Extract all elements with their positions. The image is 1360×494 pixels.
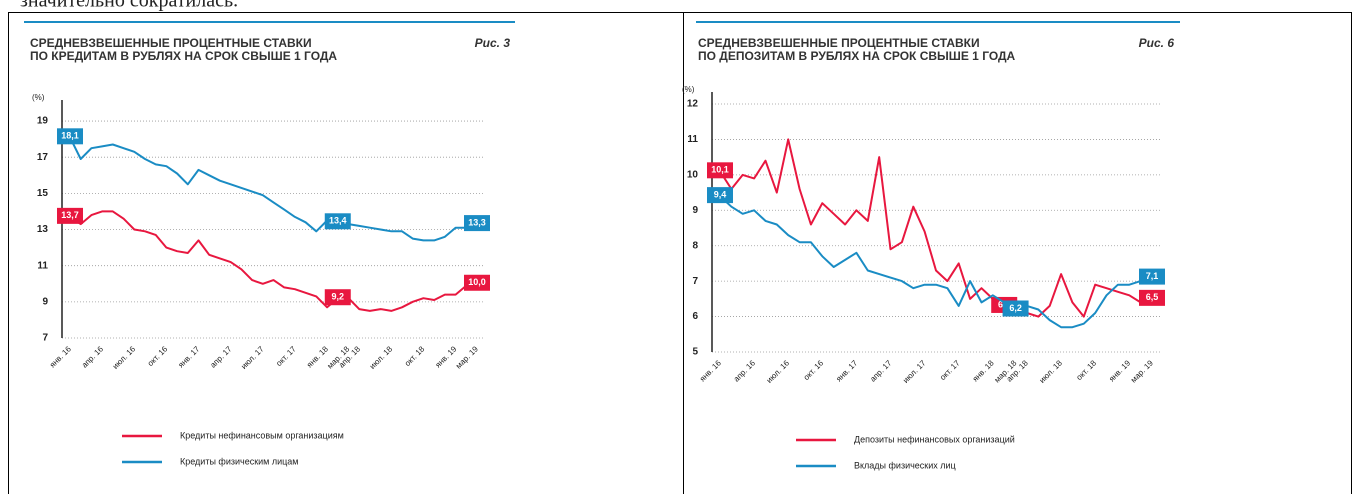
x-tick-label: окт. 16	[146, 344, 170, 368]
x-tick-label: янв. 16	[48, 344, 73, 369]
x-tick-label: окт. 16	[802, 358, 826, 382]
y-tick-label: 19	[37, 116, 49, 127]
value-label-box	[324, 213, 351, 230]
x-tick-label: апр. 16	[80, 344, 106, 370]
y-tick-label: 12	[687, 99, 699, 110]
y-axis-label: (%)	[32, 93, 45, 102]
y-tick-label: 11	[687, 134, 698, 145]
value-label-box	[57, 207, 83, 224]
x-tick-label: июл. 16	[111, 344, 138, 371]
table-border	[8, 12, 1352, 494]
x-tick-label: апр. 17	[868, 358, 894, 384]
x-tick-label: июл. 17	[239, 344, 266, 371]
y-tick-label: 9	[42, 296, 48, 307]
x-tick-label: янв. 16	[698, 358, 723, 383]
x-tick-label: окт. 17	[274, 344, 298, 368]
figure-label: Рис. 3	[475, 36, 511, 50]
value-label: 13,7	[61, 210, 79, 220]
legend-label: Кредиты физическим лицам	[180, 456, 299, 466]
x-tick-label: мар. 19	[1129, 358, 1155, 384]
x-tick-label: окт. 17	[938, 358, 962, 382]
value-label-box	[464, 274, 490, 291]
value-label-box	[464, 215, 490, 232]
value-label: 10,0	[468, 277, 486, 287]
chart-title: СРЕДНЕВЗВЕШЕННЫЕ ПРОЦЕНТНЫЕ СТАВКИ	[698, 36, 980, 50]
y-tick-label: 9	[692, 205, 698, 216]
value-label: 13,4	[329, 216, 347, 226]
value-label-box	[1139, 268, 1165, 285]
value-label-box	[707, 162, 733, 179]
chart-title: ПО КРЕДИТАМ В РУБЛЯХ НА СРОК СВЫШЕ 1 ГОД…	[30, 49, 337, 63]
value-label: 9,2	[332, 292, 345, 302]
y-tick-label: 7	[692, 276, 698, 287]
value-label: 9,4	[714, 189, 727, 199]
legend-label: Кредиты нефинансовым организациям	[180, 430, 344, 440]
figure-label: Рис. 6	[1139, 36, 1175, 50]
x-tick-label: апр. 16	[732, 358, 758, 384]
y-tick-label: 7	[42, 333, 48, 344]
y-tick-label: 10	[687, 169, 699, 180]
value-label-box	[324, 289, 351, 306]
data-line	[69, 136, 478, 242]
x-tick-label: окт. 18	[403, 344, 427, 368]
x-tick-label: июл. 18	[1038, 358, 1065, 385]
data-line	[719, 195, 1153, 329]
y-tick-label: 8	[692, 240, 698, 251]
x-tick-label: янв. 17	[834, 358, 859, 383]
legend-label: Депозиты нефинансовых организаций	[854, 434, 1015, 444]
data-line	[69, 210, 478, 312]
x-tick-label: июл. 17	[901, 358, 928, 385]
chart-title: СРЕДНЕВЗВЕШЕННЫЕ ПРОЦЕНТНЫЕ СТАВКИ	[30, 36, 312, 50]
x-tick-label: янв. 18	[971, 358, 996, 383]
value-label-box	[1139, 289, 1165, 306]
x-tick-label: янв. 17	[176, 344, 201, 369]
y-tick-label: 11	[37, 260, 48, 271]
page-text: значительно сократилась.	[20, 0, 238, 12]
value-label-box	[57, 128, 83, 145]
value-label: 18,1	[61, 131, 79, 141]
value-label: 6,2	[1009, 303, 1022, 313]
y-tick-label: 6	[692, 311, 698, 322]
value-label: 7,1	[1146, 271, 1159, 281]
legend-label: Вклады физических лиц	[854, 460, 956, 470]
value-label-box	[1002, 300, 1029, 317]
y-tick-label: 17	[37, 152, 49, 163]
y-tick-label: 13	[37, 224, 49, 235]
y-tick-label: 5	[692, 347, 698, 358]
value-label: 13,3	[468, 217, 486, 227]
y-tick-label: 15	[37, 188, 49, 199]
x-tick-label: апр. 17	[208, 344, 234, 370]
x-tick-label: июл. 18	[368, 344, 395, 371]
value-label: 6,5	[1146, 292, 1159, 302]
x-tick-label: июл. 16	[765, 358, 792, 385]
x-tick-label: окт. 18	[1075, 358, 1099, 382]
x-tick-label: янв. 19	[1107, 358, 1132, 383]
value-label: 10,1	[711, 165, 729, 175]
value-label-box	[707, 187, 733, 204]
x-tick-label: мар. 19	[454, 344, 480, 370]
data-line	[719, 138, 1153, 318]
chart-title: ПО ДЕПОЗИТАМ В РУБЛЯХ НА СРОК СВЫШЕ 1 ГО…	[698, 49, 1016, 63]
y-axis-label: (%)	[682, 85, 695, 94]
